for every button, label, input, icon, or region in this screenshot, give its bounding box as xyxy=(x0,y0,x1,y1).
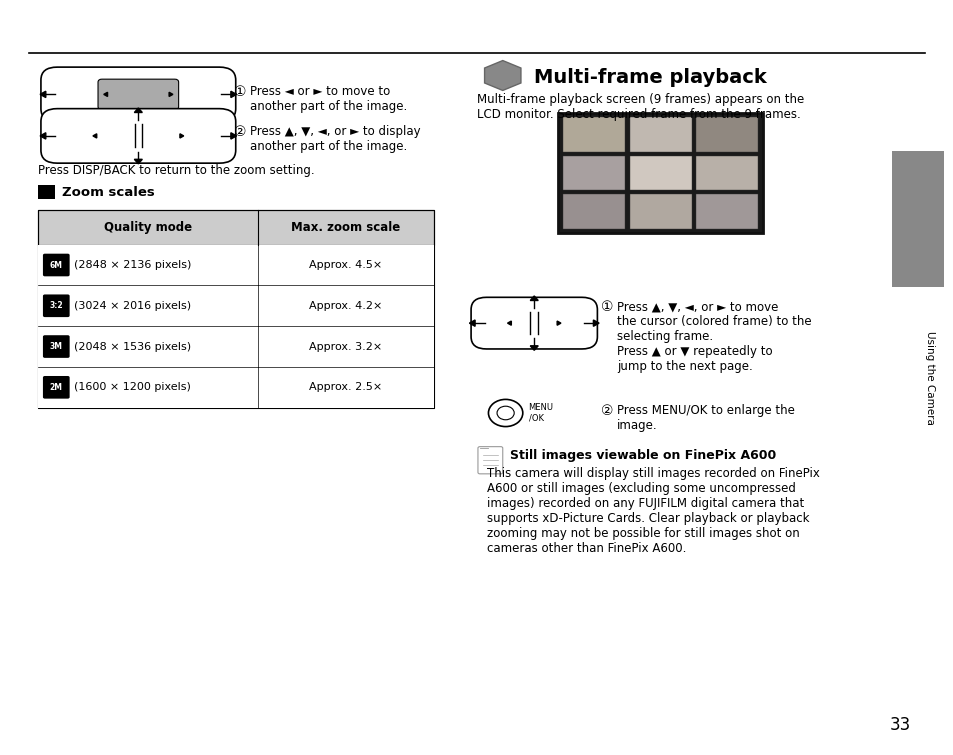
Text: Approx. 4.5×: Approx. 4.5× xyxy=(309,260,382,270)
Text: Quality mode: Quality mode xyxy=(104,220,192,234)
FancyBboxPatch shape xyxy=(98,79,178,109)
Polygon shape xyxy=(134,159,142,164)
Bar xyxy=(629,156,691,190)
FancyBboxPatch shape xyxy=(43,335,70,358)
Text: Approx. 2.5×: Approx. 2.5× xyxy=(309,382,382,393)
Text: 3:2: 3:2 xyxy=(50,301,63,310)
Polygon shape xyxy=(530,346,537,350)
Polygon shape xyxy=(593,320,598,326)
Polygon shape xyxy=(40,91,46,97)
FancyBboxPatch shape xyxy=(43,376,70,399)
Text: Approx. 4.2×: Approx. 4.2× xyxy=(309,300,382,311)
Text: Zoom scales: Zoom scales xyxy=(62,186,154,199)
Text: MENU
/OK: MENU /OK xyxy=(528,403,553,423)
Text: (2048 × 1536 pixels): (2048 × 1536 pixels) xyxy=(74,341,192,352)
Polygon shape xyxy=(231,91,236,97)
Text: (2848 × 2136 pixels): (2848 × 2136 pixels) xyxy=(74,260,192,270)
Bar xyxy=(629,194,691,229)
Bar xyxy=(38,245,434,285)
FancyBboxPatch shape xyxy=(477,447,502,474)
Polygon shape xyxy=(104,92,108,97)
Polygon shape xyxy=(507,321,511,325)
Text: Multi-frame playback screen (9 frames) appears on the
LCD monitor. Select requir: Multi-frame playback screen (9 frames) a… xyxy=(476,93,803,121)
Polygon shape xyxy=(484,60,520,91)
Text: Approx. 3.2×: Approx. 3.2× xyxy=(309,341,382,352)
Polygon shape xyxy=(530,296,537,300)
Text: ①: ① xyxy=(233,85,246,99)
Text: ②: ② xyxy=(600,404,613,418)
Bar xyxy=(558,113,762,233)
Bar xyxy=(38,185,55,199)
Bar xyxy=(891,151,943,287)
Text: Press ▲, ▼, ◄, or ► to display
another part of the image.: Press ▲, ▼, ◄, or ► to display another p… xyxy=(250,125,420,153)
FancyBboxPatch shape xyxy=(43,294,70,317)
FancyBboxPatch shape xyxy=(471,297,597,349)
Text: 6M: 6M xyxy=(50,260,63,270)
Polygon shape xyxy=(231,133,236,139)
Polygon shape xyxy=(557,321,560,325)
Text: Press MENU/OK to enlarge the
image.: Press MENU/OK to enlarge the image. xyxy=(617,404,794,432)
Bar xyxy=(38,326,434,367)
Bar xyxy=(38,210,434,408)
Text: Press DISP/BACK to return to the zoom setting.: Press DISP/BACK to return to the zoom se… xyxy=(38,164,314,177)
Text: Press ◄ or ► to move to
another part of the image.: Press ◄ or ► to move to another part of … xyxy=(250,85,407,112)
Text: Using the Camera: Using the Camera xyxy=(924,331,934,424)
Polygon shape xyxy=(180,134,184,138)
Text: 33: 33 xyxy=(889,716,910,734)
FancyBboxPatch shape xyxy=(41,67,235,122)
Bar xyxy=(696,194,758,229)
Text: ①: ① xyxy=(600,300,613,315)
Bar xyxy=(696,117,758,152)
Polygon shape xyxy=(169,92,172,97)
Text: Press ▲, ▼, ◄, or ► to move
the cursor (colored frame) to the
selecting frame.
P: Press ▲, ▼, ◄, or ► to move the cursor (… xyxy=(617,300,811,374)
Polygon shape xyxy=(134,108,142,112)
Bar xyxy=(38,210,434,245)
Bar xyxy=(38,367,434,408)
Text: 3M: 3M xyxy=(50,342,63,351)
Text: Max. zoom scale: Max. zoom scale xyxy=(291,220,400,234)
Bar xyxy=(562,194,624,229)
Text: (1600 × 1200 pixels): (1600 × 1200 pixels) xyxy=(74,382,192,393)
Circle shape xyxy=(497,406,514,420)
Text: Multi-frame playback: Multi-frame playback xyxy=(534,68,766,87)
Text: This camera will display still images recorded on FinePix
A600 or still images (: This camera will display still images re… xyxy=(486,467,819,555)
Circle shape xyxy=(488,399,522,427)
FancyBboxPatch shape xyxy=(43,254,70,276)
Polygon shape xyxy=(469,320,475,326)
Bar xyxy=(696,156,758,190)
Polygon shape xyxy=(40,133,46,139)
Bar xyxy=(562,156,624,190)
Polygon shape xyxy=(92,134,96,138)
Text: 2M: 2M xyxy=(50,383,63,392)
FancyBboxPatch shape xyxy=(41,109,235,163)
Bar xyxy=(38,285,434,326)
Text: (3024 × 2016 pixels): (3024 × 2016 pixels) xyxy=(74,300,192,311)
Text: ②: ② xyxy=(233,125,246,140)
Bar xyxy=(629,117,691,152)
Text: Still images viewable on FinePix A600: Still images viewable on FinePix A600 xyxy=(510,449,776,462)
Bar xyxy=(562,117,624,152)
